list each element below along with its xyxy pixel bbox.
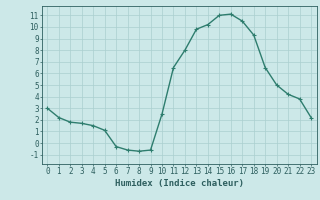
X-axis label: Humidex (Indice chaleur): Humidex (Indice chaleur) <box>115 179 244 188</box>
